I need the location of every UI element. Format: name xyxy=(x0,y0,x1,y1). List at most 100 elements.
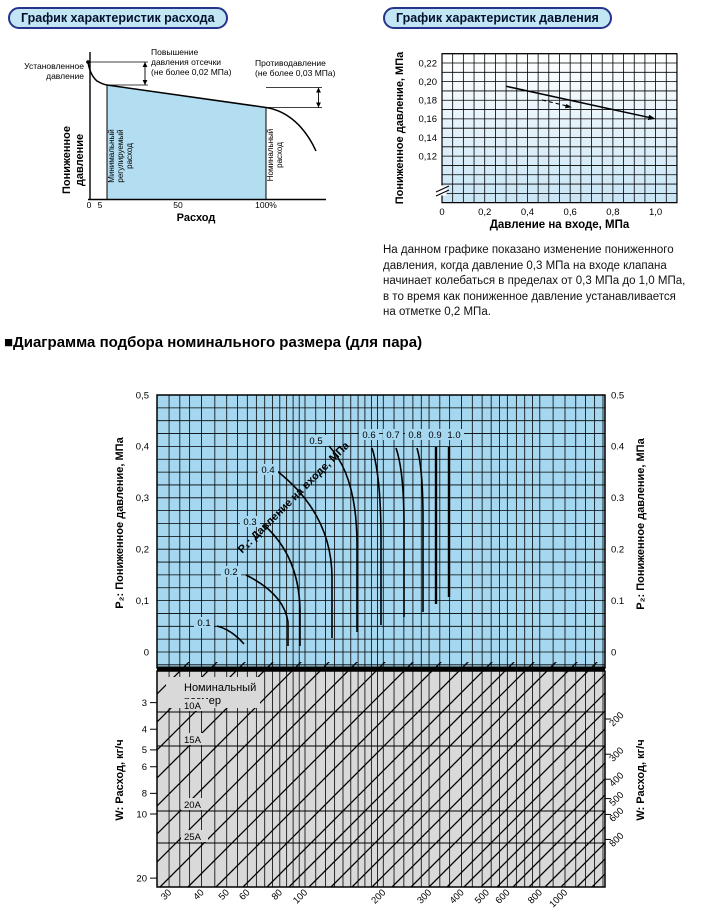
w-tick-left: 10 xyxy=(136,809,147,820)
p1-curve-label: 0.8 xyxy=(408,430,421,441)
lockup-rise-label: (не более 0,02 МПа) xyxy=(151,67,232,77)
w-tick-left: 5 xyxy=(142,745,147,756)
p2-tick-right: 0.1 xyxy=(611,596,624,607)
diagonal-transfer-line xyxy=(371,662,598,887)
set-pressure-label: Установленное xyxy=(24,61,84,71)
curve-label-patch xyxy=(383,429,403,440)
p1-curve-label: 0.9 xyxy=(428,430,441,441)
upper-plot-border xyxy=(156,394,606,669)
x-tick-label: 100 xyxy=(291,887,310,906)
diagonal-transfer-line xyxy=(560,842,605,887)
w-tick-right: 200 xyxy=(607,710,626,729)
p2-tick-right: 0.3 xyxy=(611,493,624,504)
direction-arrow-dashed xyxy=(541,99,568,107)
p1-curve-label: 0.2 xyxy=(224,567,237,578)
diagonal-transfer-line xyxy=(480,762,605,887)
size-label-patch xyxy=(181,798,208,810)
x-tick-label: 0 xyxy=(439,207,444,218)
curve-label-patch xyxy=(240,516,260,527)
backpressure-label: Противодавление xyxy=(255,58,326,68)
x-tick-label: 400 xyxy=(448,887,467,906)
flow-chart-title-badge: График характеристик расхода xyxy=(8,7,228,29)
diagonal-lines-group xyxy=(157,662,605,887)
diagonal-transfer-line xyxy=(410,692,605,887)
min-flow-label: регулируемый xyxy=(116,129,125,182)
diagonal-transfer-line xyxy=(308,662,535,887)
backpressure-arrow-head-top xyxy=(316,87,321,93)
curve-label-patch xyxy=(359,429,379,440)
curve-label-patch xyxy=(405,429,425,440)
pressure-chart-title-badge: График характеристик давления xyxy=(383,7,612,29)
diagonal-transfer-line xyxy=(266,662,493,887)
y-tick-label: 0,14 xyxy=(419,133,438,144)
x-tick-label: 1000 xyxy=(547,887,570,910)
x-tick-label: 80 xyxy=(270,887,285,902)
min-flow-label: расход xyxy=(125,143,134,169)
size-label-patch xyxy=(181,699,208,711)
lockup-rise-arrow-head-top xyxy=(142,62,148,67)
p2-tick-right: 0 xyxy=(611,647,616,658)
axis-break-mark xyxy=(435,185,450,193)
y-axis-title: Пониженное xyxy=(61,126,73,194)
x-tick-label: 200 xyxy=(369,887,388,906)
p1-curve-label: 0.3 xyxy=(243,517,256,528)
curve-label-patch xyxy=(221,566,241,577)
lower-y-axis-title-left: W: Расход, кг/ч xyxy=(114,739,126,820)
upper-y-axis-title-left: P₂: Пониженное давление, МПа xyxy=(114,436,126,608)
w-tick-left: 20 xyxy=(136,873,147,884)
size-label: 10A xyxy=(184,701,202,712)
y-tick-label: 0,22 xyxy=(419,58,438,69)
x-tick-label: 0 xyxy=(87,200,92,210)
x-tick-label: 50 xyxy=(217,887,232,902)
w-tick-right: 400 xyxy=(607,770,626,789)
w-tick-right: 800 xyxy=(607,831,626,850)
lower-y-axis-title-right: W: Расход, кг/ч xyxy=(635,739,647,820)
curve-label-patch xyxy=(444,429,464,440)
w-tick-right: 500 xyxy=(607,790,626,809)
p2-tick-right: 0.5 xyxy=(611,390,624,401)
x-tick-label: 500 xyxy=(473,887,492,906)
y-tick-label: 0,20 xyxy=(419,77,438,88)
size-caption: Номинальный xyxy=(184,682,256,694)
y-tick-label: 0,18 xyxy=(419,96,438,107)
p1-curve-label: 0.7 xyxy=(386,430,399,441)
lockup-rise-label: давления отсечки xyxy=(151,57,221,67)
diagonal-transfer-line xyxy=(242,662,469,887)
x-tick-label: 0,2 xyxy=(478,207,491,218)
lockup-rise-label: Повышение xyxy=(151,47,198,57)
w-tick-left: 6 xyxy=(142,762,147,773)
p2-tick-left: 0,3 xyxy=(136,493,149,504)
p1-curve xyxy=(416,447,424,612)
x-tick-label: 50 xyxy=(173,200,183,210)
diagonal-transfer-line xyxy=(391,673,605,887)
diagonal-transfer-line xyxy=(591,873,605,887)
diagonal-transfer-line xyxy=(157,662,302,807)
y-axis-title: Пониженное давление, МПа xyxy=(394,51,406,204)
sizing-diagram-chart: 0.10.20.30.40.50.6 0.7 0.8 0.9 1.0P₁: Давлен… xyxy=(114,390,647,910)
diagonal-transfer-line xyxy=(512,794,605,887)
p1-curve xyxy=(276,470,333,638)
line-arrowhead xyxy=(647,114,656,121)
size-label: 25A xyxy=(184,832,202,843)
diagonal-transfer-line xyxy=(544,826,605,887)
diagonal-transfer-line xyxy=(428,710,605,887)
size-label-patch xyxy=(181,830,208,842)
p1-curve xyxy=(395,447,405,617)
flow-pressure-curve xyxy=(87,61,317,152)
p2-tick-left: 0,5 xyxy=(136,390,149,401)
x-tick-label: 0,4 xyxy=(521,207,534,218)
operating-range-area xyxy=(107,85,266,199)
curve-label-patch xyxy=(194,617,214,628)
diagonal-transfer-line xyxy=(496,778,605,887)
x-tick-label: 5 xyxy=(98,200,103,210)
w-tick-right: 600 xyxy=(607,806,626,825)
pressure-characteristics-chart: 0,22 0,20 0,18 0,16 0,14 0,12 0 0,2 0,4 0,6 0,8 1,0… xyxy=(394,51,678,231)
x-tick-label: 1,0 xyxy=(649,207,662,218)
nominal-flow-label: расход xyxy=(275,142,284,168)
x-axis-title: Расход xyxy=(177,212,216,224)
p2-tick-left: 0 xyxy=(144,647,149,658)
p1-curve xyxy=(245,574,289,646)
w-tick-left: 3 xyxy=(142,698,147,709)
